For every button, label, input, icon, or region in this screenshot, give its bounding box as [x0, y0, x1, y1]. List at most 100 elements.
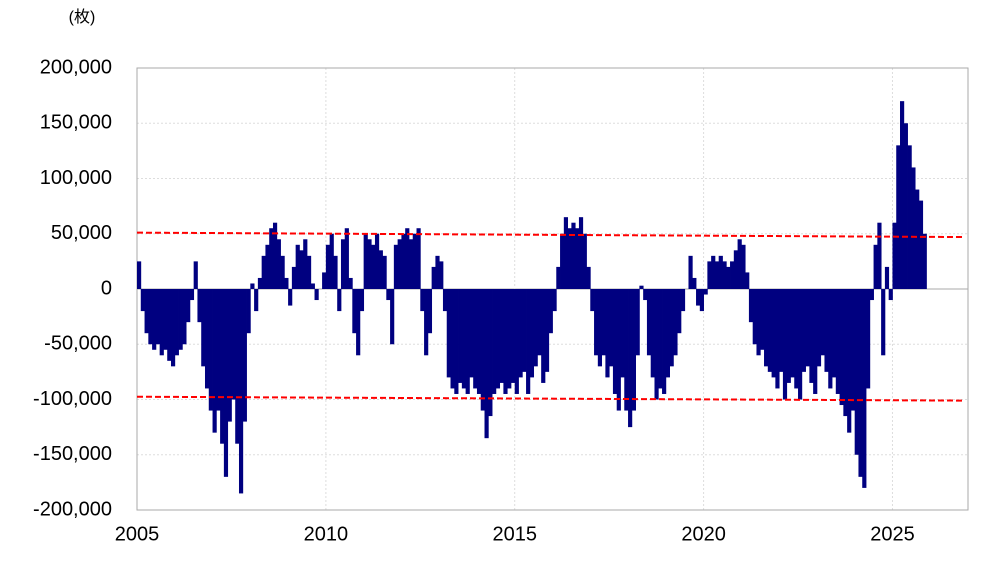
bar: [424, 289, 429, 356]
bar: [344, 228, 349, 289]
bar: [680, 289, 686, 312]
bar: [476, 289, 482, 394]
bar: [866, 289, 871, 389]
bar: [594, 289, 599, 356]
bar: [733, 250, 738, 289]
bar: [828, 289, 833, 389]
bar: [306, 255, 312, 289]
bar: [590, 289, 595, 312]
bar: [435, 255, 440, 289]
bar: [518, 289, 523, 378]
bar: [582, 233, 587, 289]
bar: [159, 289, 164, 356]
bar: [782, 289, 788, 400]
bar: [246, 289, 251, 334]
bar: [144, 289, 149, 334]
bar: [563, 217, 569, 289]
bar: [408, 239, 414, 289]
bar: [152, 289, 157, 350]
bar: [624, 289, 629, 411]
bar: [284, 277, 289, 289]
bar: [888, 289, 893, 301]
bar: [507, 289, 512, 389]
bar: [609, 289, 614, 367]
bar: [450, 289, 455, 389]
bar: [201, 289, 206, 367]
bar: [272, 222, 278, 289]
bar: [227, 289, 232, 422]
bar: [189, 289, 195, 301]
bar: [884, 266, 890, 289]
bar: [405, 228, 410, 289]
x-tick-label: 2020: [681, 523, 726, 545]
bar: [480, 289, 485, 411]
bar: [692, 277, 697, 289]
bar: [869, 289, 874, 301]
bar: [915, 189, 920, 289]
y-tick-label: 200,000: [40, 56, 112, 78]
x-tick-label: 2005: [115, 523, 160, 545]
bar: [718, 255, 723, 289]
bar: [393, 244, 399, 289]
bar: [352, 289, 357, 334]
bar: [492, 289, 497, 394]
bar: [303, 239, 308, 289]
bar: [148, 289, 153, 345]
bar: [586, 266, 591, 289]
bar: [552, 289, 557, 312]
bar: [348, 277, 353, 289]
bar: [669, 289, 674, 367]
bar: [363, 233, 368, 289]
bar: [737, 239, 742, 289]
bar: [314, 289, 319, 301]
bar: [242, 289, 247, 422]
bar: [193, 261, 198, 289]
bar: [137, 261, 142, 289]
bar: [616, 289, 621, 411]
bar: [299, 250, 304, 289]
bar: [208, 289, 213, 411]
bar: [446, 289, 451, 378]
bar: [578, 217, 584, 289]
bar: [356, 289, 361, 356]
bar: [847, 289, 852, 433]
bar: [382, 255, 387, 289]
bar: [654, 289, 659, 400]
bar: [465, 289, 470, 394]
bar: [533, 289, 538, 367]
bar: [359, 289, 365, 312]
bar: [839, 289, 844, 406]
bar: [371, 244, 376, 289]
bar: [416, 228, 421, 289]
bar: [643, 289, 648, 301]
bar: [276, 239, 281, 289]
bar: [454, 289, 459, 394]
bar: [707, 261, 712, 289]
bar: [873, 244, 878, 289]
bar: [499, 289, 504, 383]
bar: [412, 233, 417, 289]
bar: [544, 289, 550, 372]
bar: [786, 289, 791, 383]
y-tick-label: -200,000: [33, 498, 112, 520]
x-tick-label: 2015: [492, 523, 537, 545]
bar: [775, 289, 780, 389]
bar: [374, 233, 380, 289]
bar: [522, 289, 527, 372]
y-tick-label: 50,000: [51, 222, 112, 244]
bar: [877, 222, 882, 289]
y-tick-label: -100,000: [33, 388, 112, 410]
bar: [824, 289, 829, 372]
bar: [813, 289, 818, 394]
bar: [186, 289, 191, 323]
bar: [216, 289, 221, 411]
bar: [548, 289, 553, 334]
bar: [922, 233, 927, 289]
bar: [461, 289, 467, 389]
bar: [850, 289, 856, 411]
bar: [257, 277, 263, 289]
bar: [628, 289, 633, 428]
bar: [771, 289, 776, 378]
bar: [386, 289, 391, 301]
bar: [677, 289, 682, 334]
